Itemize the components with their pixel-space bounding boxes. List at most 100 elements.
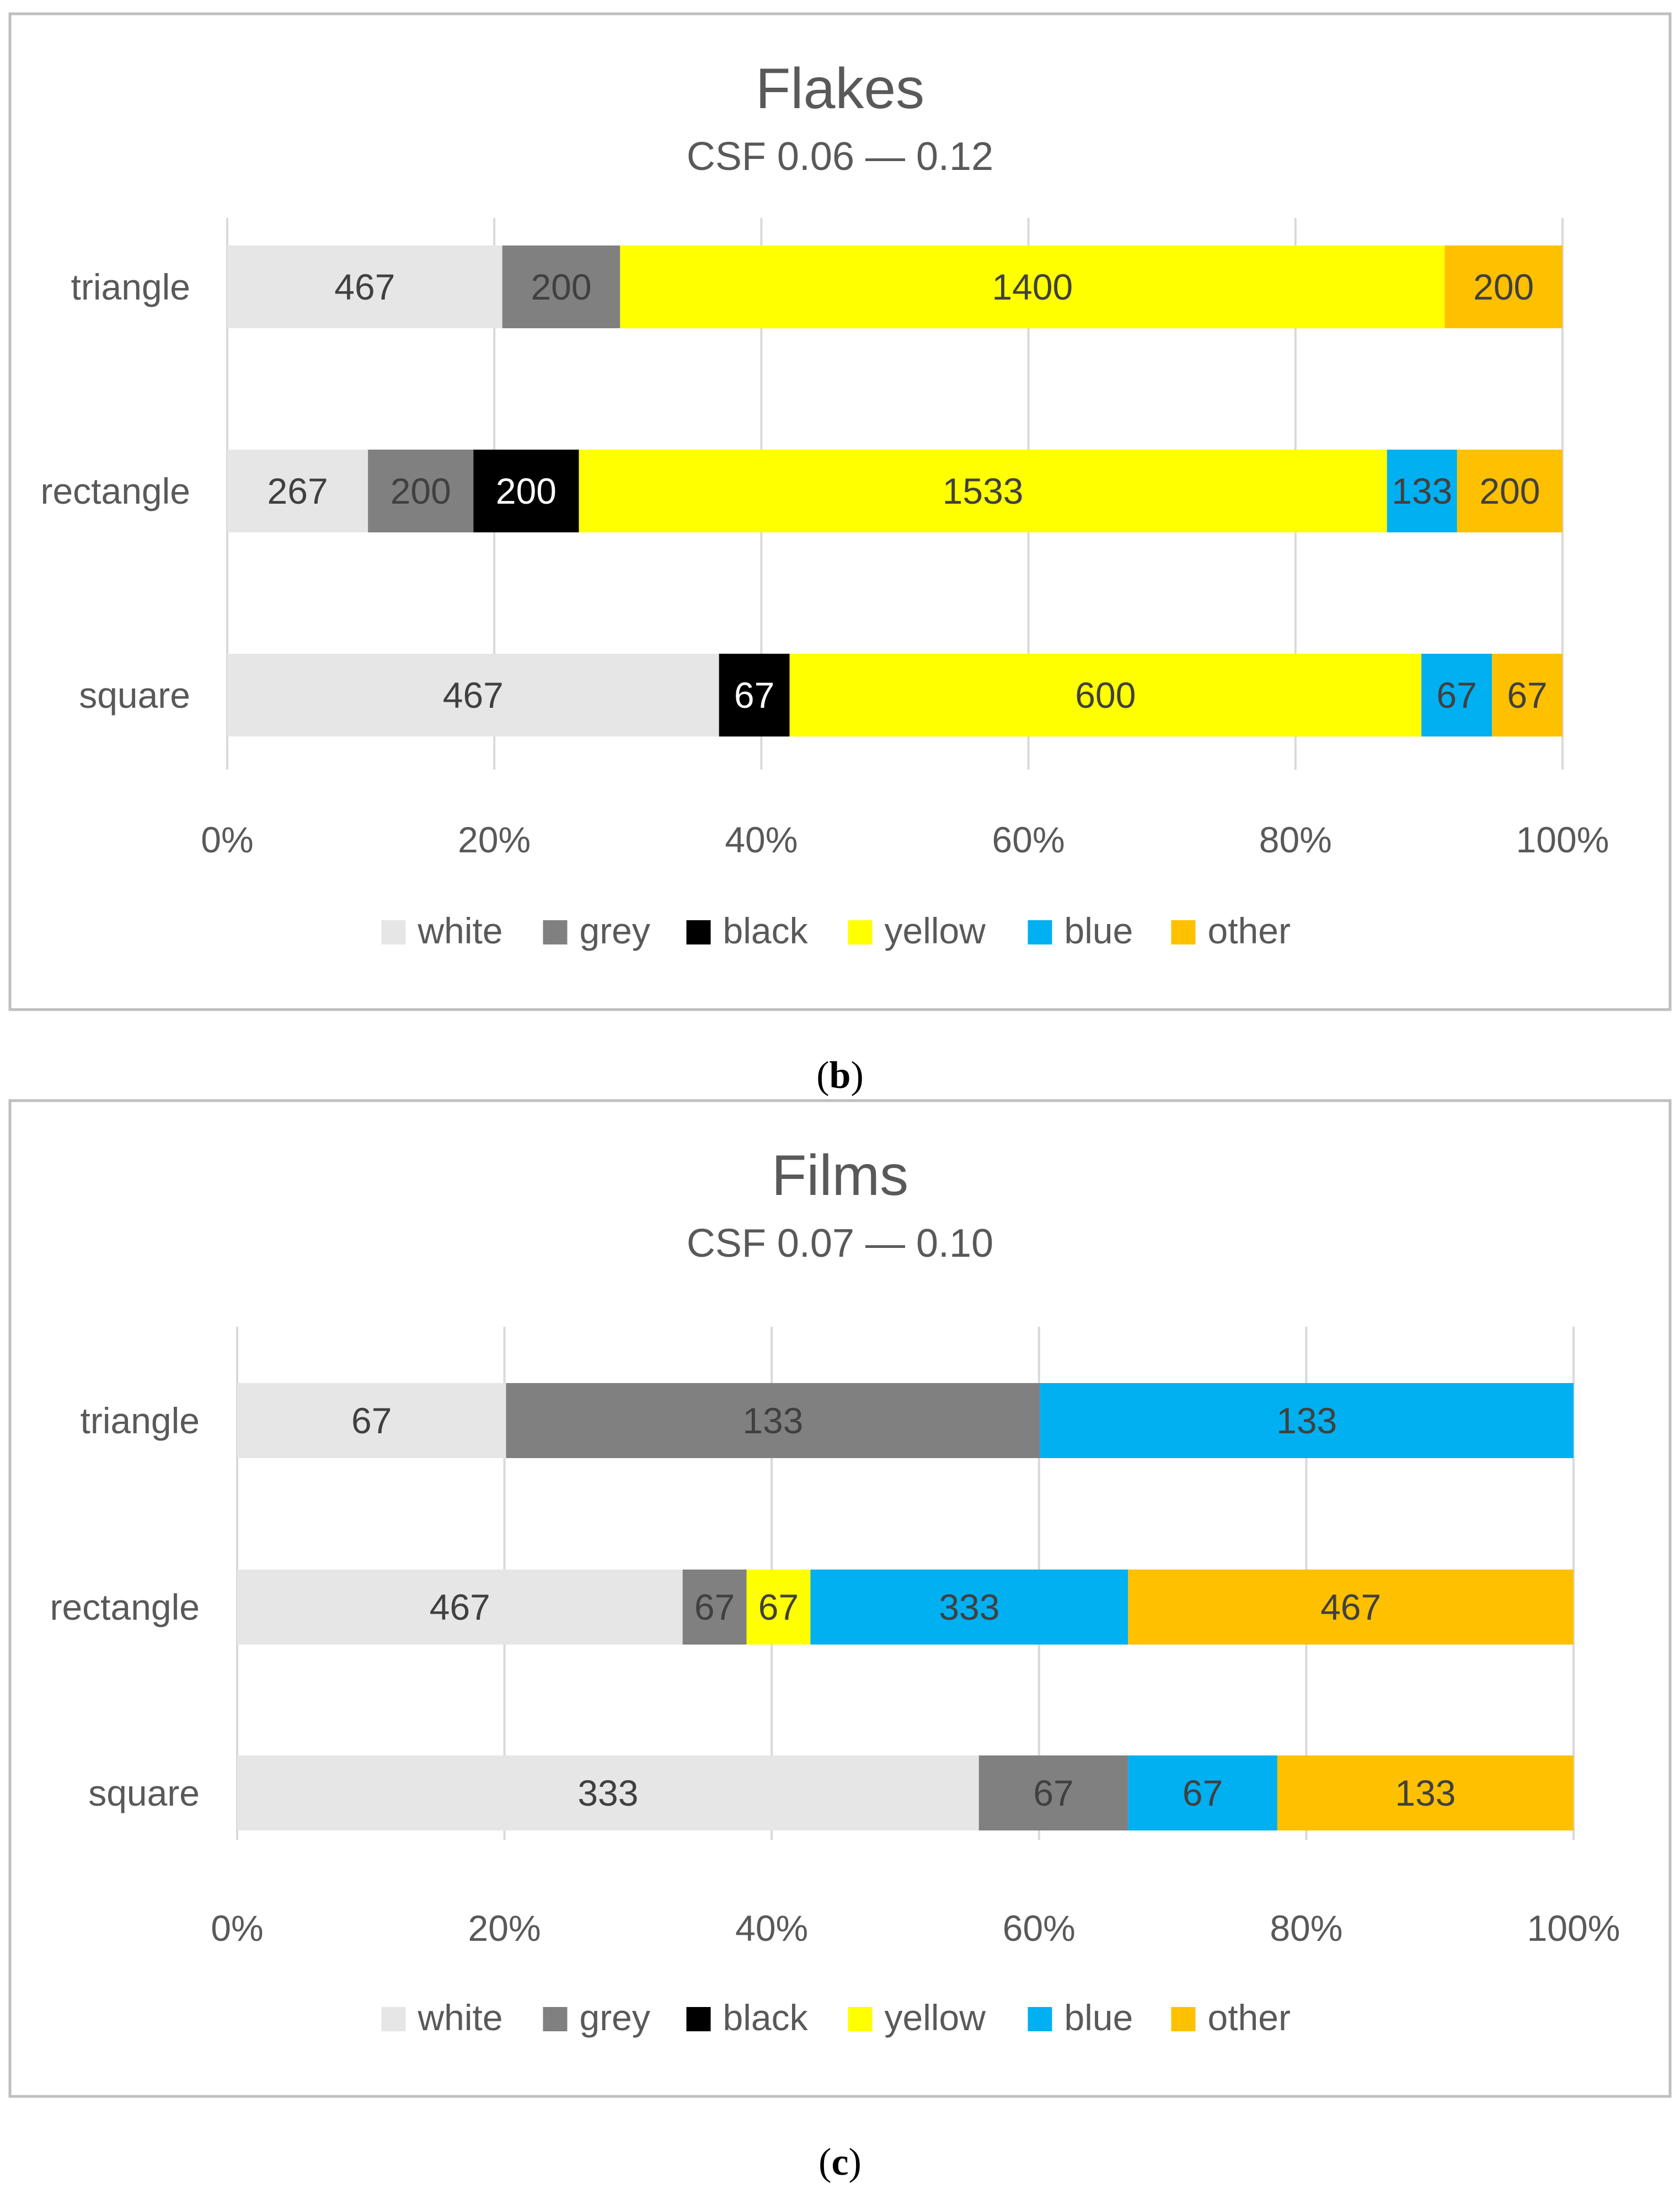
legend-label-black: black xyxy=(723,910,809,951)
chart-films: 67 133 133 467 67 67 333 467 333 67 67 133 Films CS… xyxy=(8,1099,1672,2098)
legend-label-yellow: yellow xyxy=(885,910,986,951)
bar-segment-yellow xyxy=(789,654,1422,736)
legend-swatch-grey xyxy=(543,2007,568,2031)
x-tick-label: 80% xyxy=(1259,819,1332,860)
data-label: 467 xyxy=(443,675,504,716)
legend-swatch-grey xyxy=(543,920,568,944)
category-label: triangle xyxy=(81,1400,200,1441)
x-tick-label: 0% xyxy=(201,819,253,860)
bar-segment-other xyxy=(1492,654,1563,736)
x-tick-label: 20% xyxy=(458,819,531,860)
x-tick-label: 100% xyxy=(1516,819,1609,860)
bar-segment-white xyxy=(237,1755,979,1830)
legend-swatch-white xyxy=(381,920,406,944)
data-label: 133 xyxy=(1395,1773,1456,1813)
bar-segment-blue xyxy=(1387,450,1457,532)
chart-subtitle: CSF 0.07 — 0.10 xyxy=(687,1221,993,1266)
bar-segment-yellow xyxy=(579,450,1387,532)
legend-label-white: white xyxy=(418,1997,503,2038)
panel-label-b: (b) xyxy=(816,1054,864,1097)
data-label: 67 xyxy=(1183,1773,1223,1813)
legend-swatch-other xyxy=(1171,920,1196,944)
data-label: 267 xyxy=(267,471,328,511)
bar-segment-grey xyxy=(978,1755,1128,1830)
data-label: 200 xyxy=(1473,266,1534,307)
category-label: rectangle xyxy=(40,471,190,511)
legend-label-blue: blue xyxy=(1064,910,1133,951)
data-label: 67 xyxy=(1436,675,1476,716)
data-label: 467 xyxy=(1320,1587,1381,1627)
bar-segment-grey xyxy=(368,450,474,532)
x-tick-label: 80% xyxy=(1270,1908,1342,1949)
bar-segment-other xyxy=(1444,245,1563,328)
bar-segment-white xyxy=(227,450,368,532)
x-tick-label: 40% xyxy=(725,819,798,860)
data-label: 600 xyxy=(1075,675,1136,716)
legend-swatch-yellow xyxy=(848,2007,873,2031)
bar-segment-grey xyxy=(506,1383,1040,1458)
data-label: 67 xyxy=(1507,675,1547,716)
x-tick-label: 20% xyxy=(468,1908,541,1949)
legend-label-grey: grey xyxy=(580,910,650,951)
legend-swatch-yellow xyxy=(848,920,873,944)
data-label: 467 xyxy=(334,266,395,307)
chart-title: Films xyxy=(772,1144,908,1208)
x-tick-label: 40% xyxy=(735,1908,808,1949)
bar-segment-blue xyxy=(1040,1383,1574,1458)
bar-segment-yellow xyxy=(620,245,1445,328)
panel-label-c: (c) xyxy=(818,2141,862,2184)
chart-flakes: 467 200 1400 200 267 200 200 1533 133 200 467 67 600… xyxy=(8,12,1672,1011)
bar-segment-grey xyxy=(502,245,620,328)
bar-segment-other xyxy=(1457,450,1563,532)
legend-swatch-white xyxy=(381,2007,406,2031)
bar-segment-blue xyxy=(1128,1755,1277,1830)
legend-swatch-black xyxy=(686,920,711,944)
data-label: 133 xyxy=(1276,1400,1337,1441)
data-label: 333 xyxy=(939,1587,999,1627)
bar-segment-other xyxy=(1128,1570,1574,1645)
legend-label-blue: blue xyxy=(1064,1997,1133,2038)
bar-segment-black xyxy=(719,654,790,736)
chart-subtitle: CSF 0.06 — 0.12 xyxy=(687,135,993,179)
data-label: 333 xyxy=(577,1773,638,1813)
bar-segment-blue xyxy=(810,1570,1128,1645)
data-label: 67 xyxy=(1033,1773,1073,1813)
data-label: 133 xyxy=(742,1400,803,1441)
bar-segment-white xyxy=(237,1383,506,1458)
legend-swatch-other xyxy=(1171,2007,1196,2031)
category-label: triangle xyxy=(71,266,190,307)
category-label: square xyxy=(79,675,190,716)
chart-title: Flakes xyxy=(756,57,924,121)
data-label: 200 xyxy=(531,266,591,307)
bar-segment-other xyxy=(1277,1755,1574,1830)
x-tick-label: 60% xyxy=(1003,1908,1076,1949)
bar-segment-grey xyxy=(682,1570,747,1645)
legend-swatch-blue xyxy=(1028,920,1052,944)
legend-label-yellow: yellow xyxy=(885,1997,986,2038)
bar-segment-yellow xyxy=(746,1570,811,1645)
bar-segment-white xyxy=(237,1570,683,1645)
data-label: 200 xyxy=(496,471,557,511)
legend-label-other: other xyxy=(1208,910,1291,951)
data-label: 67 xyxy=(694,1587,735,1627)
x-tick-label: 60% xyxy=(992,819,1065,860)
legend-label-black: black xyxy=(723,1997,809,2038)
category-label: rectangle xyxy=(50,1587,200,1627)
x-tick-label: 0% xyxy=(211,1908,263,1949)
data-label: 133 xyxy=(1392,471,1452,511)
legend-swatch-blue xyxy=(1028,2007,1052,2031)
legend-label-white: white xyxy=(418,910,503,951)
bar-segment-white xyxy=(227,654,719,736)
data-label: 1533 xyxy=(943,471,1024,511)
legend-swatch-black xyxy=(686,2007,711,2031)
bar-segment-black xyxy=(473,450,579,532)
data-label: 67 xyxy=(734,675,774,716)
data-label: 200 xyxy=(1479,471,1540,511)
x-tick-label: 100% xyxy=(1527,1908,1620,1949)
legend-label-other: other xyxy=(1208,1997,1291,2038)
bar-segment-white xyxy=(227,245,502,328)
data-label: 467 xyxy=(430,1587,490,1627)
category-label: square xyxy=(88,1773,200,1813)
data-label: 67 xyxy=(351,1400,392,1441)
